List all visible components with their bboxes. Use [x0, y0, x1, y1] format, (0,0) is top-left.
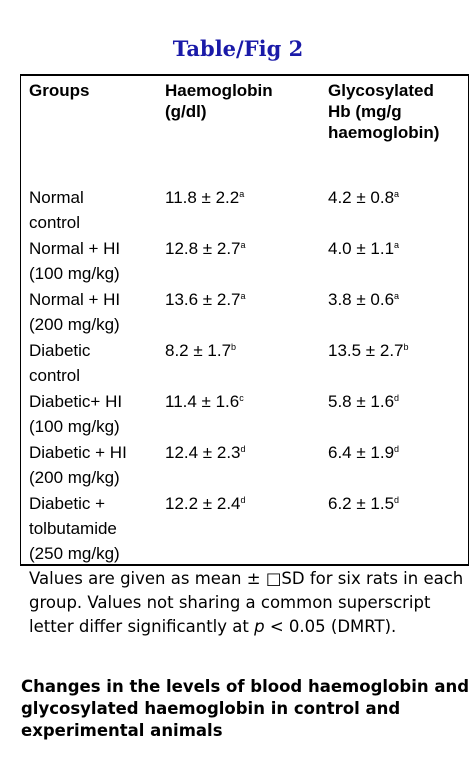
group-line: Diabetic+ HI	[29, 392, 123, 411]
header-glycosylated-line: Glycosylated	[328, 81, 434, 100]
group-line: tolbutamide	[29, 519, 117, 538]
group-cell: Diabetic control	[29, 338, 159, 388]
glycosylated-value: 3.8 ± 0.6	[328, 290, 395, 309]
group-cell: Diabetic + HI (200 mg/kg)	[29, 440, 159, 490]
haemoglobin-value: 11.4 ± 1.6	[165, 392, 240, 411]
group-line: (100 mg/kg)	[29, 264, 120, 283]
glycosylated-value: 6.2 ± 1.5	[328, 494, 395, 513]
superscript-letter: a	[394, 189, 400, 199]
glycosylated-value: 4.2 ± 0.8	[328, 188, 395, 207]
table-row: Normal + HI (200 mg/kg) 13.6 ± 2.7a 3.8 …	[0, 287, 476, 338]
group-line: Diabetic +	[29, 494, 106, 513]
haemoglobin-cell: 13.6 ± 2.7a	[165, 287, 246, 312]
table-right-border	[468, 74, 469, 566]
header-haemoglobin-line: Haemoglobin	[165, 81, 273, 100]
haemoglobin-value: 8.2 ± 1.7	[165, 341, 232, 360]
header-haemoglobin-line: (g/dl)	[165, 102, 207, 121]
haemoglobin-cell: 11.4 ± 1.6c	[165, 389, 244, 414]
superscript-letter: b	[403, 342, 409, 352]
table-left-border	[20, 74, 21, 566]
table-body: Normal control 11.8 ± 2.2a 4.2 ± 0.8a No…	[0, 185, 476, 566]
group-line: Normal	[29, 188, 84, 207]
haemoglobin-cell: 8.2 ± 1.7b	[165, 338, 236, 363]
figure-caption: Changes in the levels of blood haemoglob…	[21, 677, 470, 740]
glycosylated-value: 13.5 ± 2.7	[328, 341, 404, 360]
figure-title: Table/Fig 2	[172, 36, 304, 61]
superscript-letter: d	[394, 495, 400, 505]
haemoglobin-value: 12.8 ± 2.7	[165, 239, 241, 258]
superscript-letter: d	[394, 444, 400, 454]
group-cell: Diabetic+ HI (100 mg/kg)	[29, 389, 159, 439]
group-cell: Normal + HI (200 mg/kg)	[29, 287, 159, 337]
haemoglobin-cell: 12.8 ± 2.7a	[165, 236, 246, 261]
group-cell: Normal control	[29, 185, 159, 235]
group-line: (250 mg/kg)	[29, 544, 120, 563]
group-line: control	[29, 366, 81, 385]
group-line: Diabetic	[29, 341, 91, 360]
table-row: Diabetic + HI (200 mg/kg) 12.4 ± 2.3d 6.…	[0, 440, 476, 491]
glycosylated-cell: 4.0 ± 1.1a	[328, 236, 399, 261]
group-cell: Normal + HI (100 mg/kg)	[29, 236, 159, 286]
haemoglobin-value: 12.2 ± 2.4	[165, 494, 241, 513]
superscript-letter: d	[240, 444, 246, 454]
table-row: Normal control 11.8 ± 2.2a 4.2 ± 0.8a	[0, 185, 476, 236]
glycosylated-cell: 6.2 ± 1.5d	[328, 491, 399, 516]
glycosylated-cell: 6.4 ± 1.9d	[328, 440, 399, 465]
superscript-letter: a	[394, 291, 400, 301]
superscript-letter: d	[240, 495, 246, 505]
header-glycosylated-line: haemoglobin)	[328, 123, 440, 142]
glycosylated-value: 4.0 ± 1.1	[328, 239, 395, 258]
haemoglobin-value: 13.6 ± 2.7	[165, 290, 241, 309]
table-row: Diabetic+ HI (100 mg/kg) 11.4 ± 1.6c 5.8…	[0, 389, 476, 440]
superscript-letter: b	[231, 342, 237, 352]
table-bottom-rule	[20, 564, 469, 566]
header-glycosylated-hb: Glycosylated Hb (mg/g haemoglobin)	[328, 80, 439, 143]
group-line: (100 mg/kg)	[29, 417, 120, 436]
table-row: Diabetic control 8.2 ± 1.7b 13.5 ± 2.7b	[0, 338, 476, 389]
superscript-letter: c	[239, 393, 244, 403]
superscript-letter: d	[394, 393, 400, 403]
group-cell: Diabetic + tolbutamide (250 mg/kg)	[29, 491, 159, 566]
superscript-letter: a	[240, 240, 246, 250]
header-haemoglobin: Haemoglobin (g/dl)	[165, 80, 273, 122]
group-line: (200 mg/kg)	[29, 468, 120, 487]
glycosylated-cell: 3.8 ± 0.6a	[328, 287, 399, 312]
group-line: (200 mg/kg)	[29, 315, 120, 334]
group-line: Normal + HI	[29, 290, 121, 309]
header-groups: Groups	[29, 81, 90, 100]
group-line: Diabetic + HI	[29, 443, 127, 462]
table-footnote: Values are given as mean ± □SD for six r…	[29, 567, 469, 639]
haemoglobin-value: 12.4 ± 2.3	[165, 443, 241, 462]
glycosylated-value: 6.4 ± 1.9	[328, 443, 395, 462]
table-row: Normal + HI (100 mg/kg) 12.8 ± 2.7a 4.0 …	[0, 236, 476, 287]
haemoglobin-cell: 12.4 ± 2.3d	[165, 440, 246, 465]
group-line: Normal + HI	[29, 239, 121, 258]
footnote-text: Values are given as mean ± □SD for six r…	[29, 569, 464, 636]
superscript-letter: a	[240, 291, 246, 301]
haemoglobin-value: 11.8 ± 2.2	[165, 188, 240, 207]
glycosylated-cell: 4.2 ± 0.8a	[328, 185, 399, 210]
superscript-letter: a	[394, 240, 400, 250]
footnote-text-end: < 0.05 (DMRT).	[264, 617, 397, 636]
glycosylated-cell: 13.5 ± 2.7b	[328, 338, 409, 363]
footnote-p-symbol: p	[254, 617, 265, 636]
table-top-rule	[20, 74, 469, 76]
table-row: Diabetic + tolbutamide (250 mg/kg) 12.2 …	[0, 491, 476, 566]
haemoglobin-cell: 12.2 ± 2.4d	[165, 491, 246, 516]
superscript-letter: a	[239, 189, 245, 199]
glycosylated-value: 5.8 ± 1.6	[328, 392, 395, 411]
haemoglobin-cell: 11.8 ± 2.2a	[165, 185, 244, 210]
glycosylated-cell: 5.8 ± 1.6d	[328, 389, 399, 414]
header-glycosylated-line: Hb (mg/g	[328, 102, 402, 121]
group-line: control	[29, 213, 81, 232]
